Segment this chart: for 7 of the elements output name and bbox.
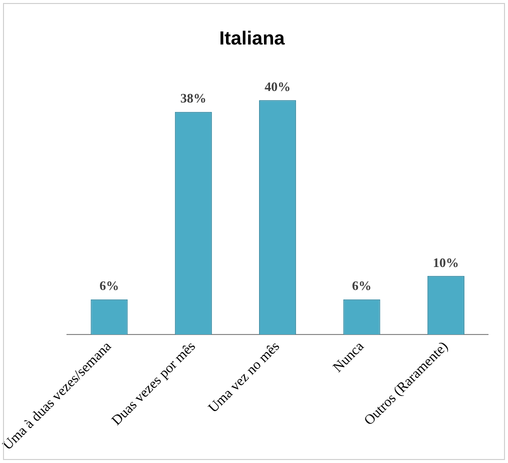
data-label: 6% <box>352 278 372 294</box>
data-label: 10% <box>432 254 459 270</box>
data-label: 6% <box>99 278 119 294</box>
data-label: 40% <box>264 78 291 94</box>
x-tick-label: Uma vez no mês <box>206 339 283 416</box>
data-label: 38% <box>180 90 206 106</box>
chart-title: Italiana <box>219 28 286 50</box>
